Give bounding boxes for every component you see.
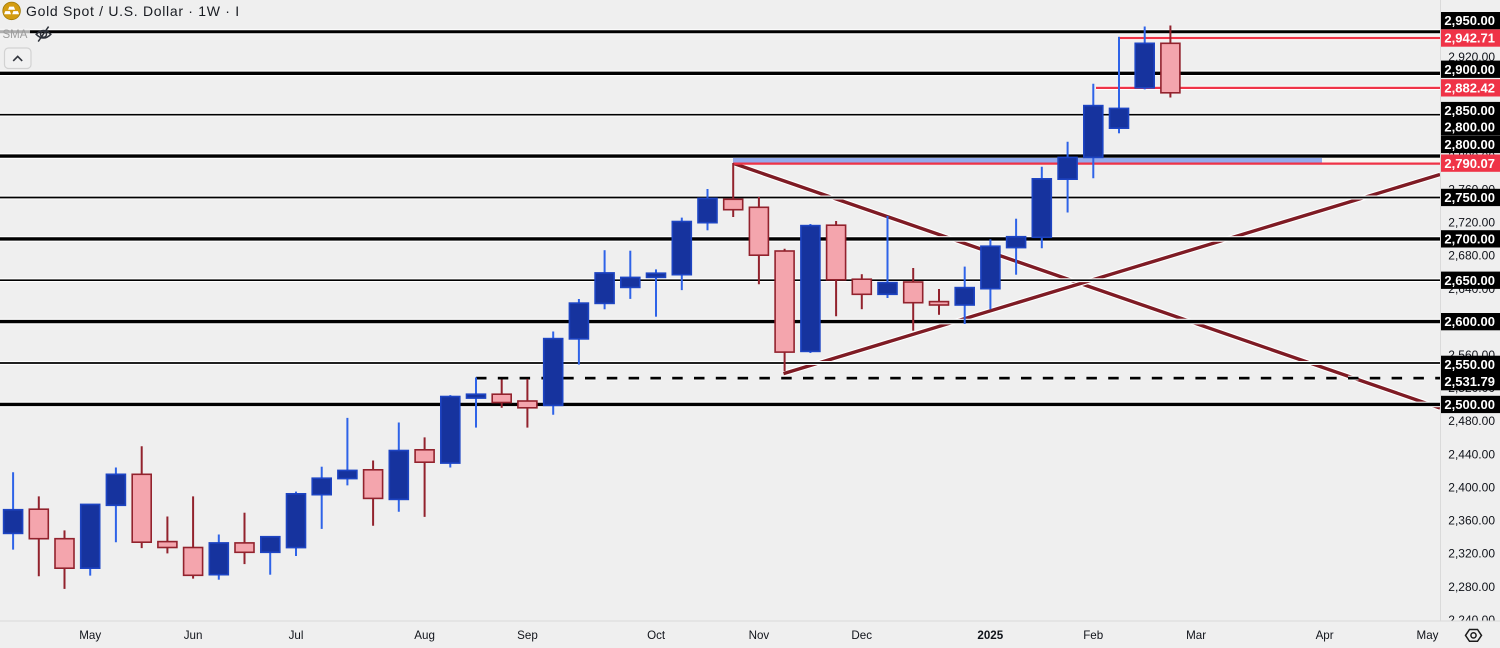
svg-text:2,800.00: 2,800.00 [1444, 137, 1495, 152]
svg-text:Jun: Jun [184, 629, 203, 642]
svg-text:Mar: Mar [1186, 629, 1206, 642]
svg-text:2,531.79: 2,531.79 [1444, 374, 1495, 389]
svg-text:SMA: SMA [3, 29, 28, 41]
svg-text:May: May [79, 629, 101, 642]
svg-text:2,550.00: 2,550.00 [1444, 357, 1495, 372]
svg-text:Sep: Sep [517, 629, 538, 642]
svg-text:Jul: Jul [289, 629, 304, 642]
svg-text:2,700.00: 2,700.00 [1444, 232, 1495, 247]
svg-text:2,650.00: 2,650.00 [1444, 273, 1495, 288]
svg-text:2,950.00: 2,950.00 [1444, 13, 1495, 28]
svg-text:2,320.00: 2,320.00 [1448, 547, 1495, 561]
svg-text:2,882.42: 2,882.42 [1444, 81, 1495, 96]
svg-text:2,942.71: 2,942.71 [1444, 31, 1495, 46]
svg-text:Aug: Aug [414, 629, 435, 642]
svg-text:2,790.07: 2,790.07 [1444, 156, 1495, 171]
svg-text:Apr: Apr [1316, 629, 1334, 642]
svg-text:2,440.00: 2,440.00 [1448, 447, 1495, 461]
svg-text:2,720.00: 2,720.00 [1448, 216, 1495, 230]
svg-text:May: May [1417, 629, 1439, 642]
svg-text:Oct: Oct [647, 629, 666, 642]
svg-text:2,500.00: 2,500.00 [1444, 397, 1495, 412]
svg-text:2,400.00: 2,400.00 [1448, 480, 1495, 494]
svg-text:2,800.00: 2,800.00 [1444, 120, 1495, 135]
svg-text:2,600.00: 2,600.00 [1444, 314, 1495, 329]
svg-text:2,900.00: 2,900.00 [1444, 62, 1495, 77]
svg-text:Gold Spot / U.S. Dollar · 1W ·: Gold Spot / U.S. Dollar · 1W · I [26, 3, 240, 19]
svg-text:2,750.00: 2,750.00 [1444, 190, 1495, 205]
svg-text:Nov: Nov [749, 629, 770, 642]
svg-text:2,480.00: 2,480.00 [1448, 414, 1495, 428]
svg-text:2,360.00: 2,360.00 [1448, 514, 1495, 528]
svg-text:2,850.00: 2,850.00 [1444, 103, 1495, 118]
svg-text:2025: 2025 [977, 629, 1003, 642]
svg-text:2,240.00: 2,240.00 [1448, 613, 1495, 627]
svg-text:2,280.00: 2,280.00 [1448, 580, 1495, 594]
svg-text:Dec: Dec [851, 629, 872, 642]
svg-text:2,680.00: 2,680.00 [1448, 249, 1495, 263]
svg-text:Feb: Feb [1083, 629, 1103, 642]
